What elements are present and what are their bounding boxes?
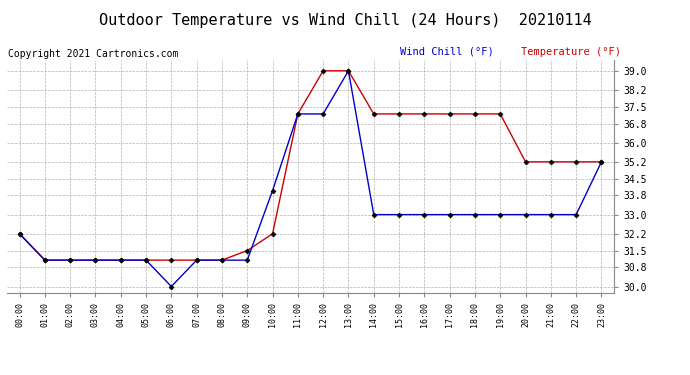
Text: Copyright 2021 Cartronics.com: Copyright 2021 Cartronics.com xyxy=(8,49,179,59)
Text: Temperature (°F): Temperature (°F) xyxy=(521,47,621,57)
Text: Outdoor Temperature vs Wind Chill (24 Hours)  20210114: Outdoor Temperature vs Wind Chill (24 Ho… xyxy=(99,13,591,28)
Text: Wind Chill (°F): Wind Chill (°F) xyxy=(400,47,506,57)
